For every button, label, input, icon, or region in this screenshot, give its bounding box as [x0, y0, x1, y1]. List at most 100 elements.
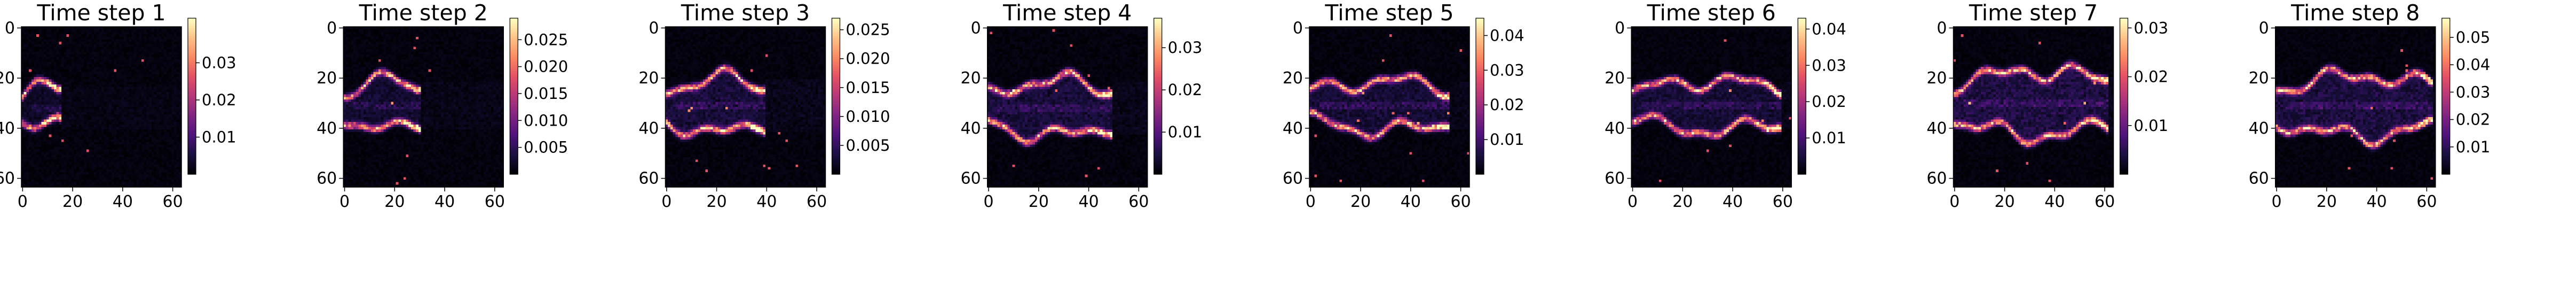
heatmap-cell — [137, 47, 139, 50]
heatmap-cell — [94, 127, 97, 130]
heatmap-cell — [144, 97, 147, 99]
heatmap-cell — [109, 127, 112, 130]
heatmap-cell — [82, 144, 84, 147]
heatmap-cell — [49, 59, 52, 62]
heatmap-cell — [94, 117, 97, 120]
heatmap-cell — [29, 117, 31, 120]
heatmap-cell — [31, 172, 34, 175]
heatmap-cell — [149, 159, 152, 162]
heatmap-cell — [39, 169, 42, 172]
heatmap-cell — [104, 77, 107, 80]
heatmap-cell — [139, 114, 141, 117]
heatmap-cell — [124, 89, 127, 92]
heatmap-cell — [79, 144, 82, 147]
heatmap-cell — [72, 79, 74, 82]
heatmap-cell — [127, 37, 129, 40]
heatmap-cell — [109, 29, 112, 32]
heatmap-cell — [91, 172, 94, 175]
heatmap-cell — [44, 52, 46, 55]
heatmap-cell — [26, 79, 29, 82]
heatmap-cell — [127, 52, 129, 55]
heatmap-cell — [66, 89, 69, 92]
heatmap-cell — [159, 70, 162, 72]
heatmap-cell — [129, 47, 132, 50]
heatmap-cell — [112, 67, 114, 70]
heatmap-cell — [171, 119, 174, 122]
heatmap-cell — [26, 42, 29, 44]
heatmap-cell — [131, 84, 134, 87]
heatmap-cell — [74, 172, 76, 175]
heatmap-cell — [26, 77, 29, 80]
heatmap-cell — [29, 29, 31, 32]
heatmap-cell — [112, 77, 114, 80]
heatmap-cell — [171, 144, 174, 147]
heatmap-cell — [34, 152, 36, 155]
heatmap-cell — [116, 47, 119, 50]
heatmap-cell — [59, 99, 61, 102]
heatmap-cell — [82, 102, 84, 105]
heatmap-cell — [104, 42, 107, 44]
heatmap-cell — [134, 64, 137, 67]
heatmap-cell — [159, 137, 162, 140]
heatmap-cell — [146, 84, 149, 87]
heatmap-cell — [156, 67, 159, 70]
heatmap-cell — [26, 59, 29, 62]
heatmap-cell — [66, 99, 69, 102]
heatmap-cell — [29, 165, 31, 167]
heatmap-cell — [72, 34, 74, 37]
heatmap-cell — [134, 107, 137, 110]
heatmap-cell — [91, 150, 94, 152]
heatmap-cell — [177, 47, 179, 50]
heatmap-cell — [39, 89, 42, 92]
heatmap-cell — [84, 169, 86, 172]
heatmap-cell — [137, 72, 139, 74]
heatmap-cell — [69, 137, 72, 140]
heatmap-cell — [84, 92, 86, 95]
heatmap-cell — [91, 135, 94, 137]
heatmap-cell — [112, 59, 114, 62]
heatmap-cell — [34, 177, 36, 180]
heatmap-cell — [84, 167, 86, 170]
heatmap-cell — [51, 102, 54, 105]
heatmap-cell — [171, 122, 174, 125]
heatmap-cell — [169, 152, 172, 155]
heatmap-cell — [99, 152, 101, 155]
heatmap-cell — [149, 34, 152, 37]
heatmap-cell — [89, 137, 92, 140]
heatmap-cell — [177, 39, 179, 42]
heatmap-cell — [112, 112, 114, 114]
heatmap-cell — [139, 102, 141, 105]
heatmap-cell — [34, 112, 36, 114]
heatmap-cell — [49, 125, 52, 127]
heatmap-cell — [49, 137, 52, 140]
heatmap-cell — [74, 112, 76, 114]
heatmap-cell — [137, 44, 139, 47]
heatmap-cell — [101, 52, 104, 55]
heatmap-cell — [109, 167, 112, 170]
heatmap-cell — [156, 104, 159, 107]
heatmap-cell — [34, 129, 36, 132]
heatmap-cell — [159, 129, 162, 132]
heatmap-cell — [99, 55, 101, 57]
heatmap-cell — [97, 140, 99, 142]
heatmap-cell — [76, 117, 79, 120]
heatmap-cell — [94, 70, 97, 72]
heatmap-cell — [51, 47, 54, 50]
heatmap-cell — [31, 95, 34, 97]
heatmap-cell — [49, 167, 52, 170]
heatmap-cell — [124, 62, 127, 65]
heatmap-cell — [171, 52, 174, 55]
heatmap-cell — [177, 87, 179, 90]
heatmap-cell — [146, 140, 149, 142]
heatmap-cell — [44, 162, 46, 165]
heatmap-cell — [141, 137, 144, 140]
heatmap-cell — [74, 157, 76, 160]
heatmap-cell — [66, 57, 69, 59]
heatmap-cell — [91, 155, 94, 157]
heatmap-cell — [119, 104, 122, 107]
heatmap-cell — [97, 59, 99, 62]
heatmap-cell — [82, 95, 84, 97]
heatmap-cell — [131, 167, 134, 170]
heatmap-cell — [116, 92, 119, 95]
heatmap-cell — [167, 72, 169, 74]
